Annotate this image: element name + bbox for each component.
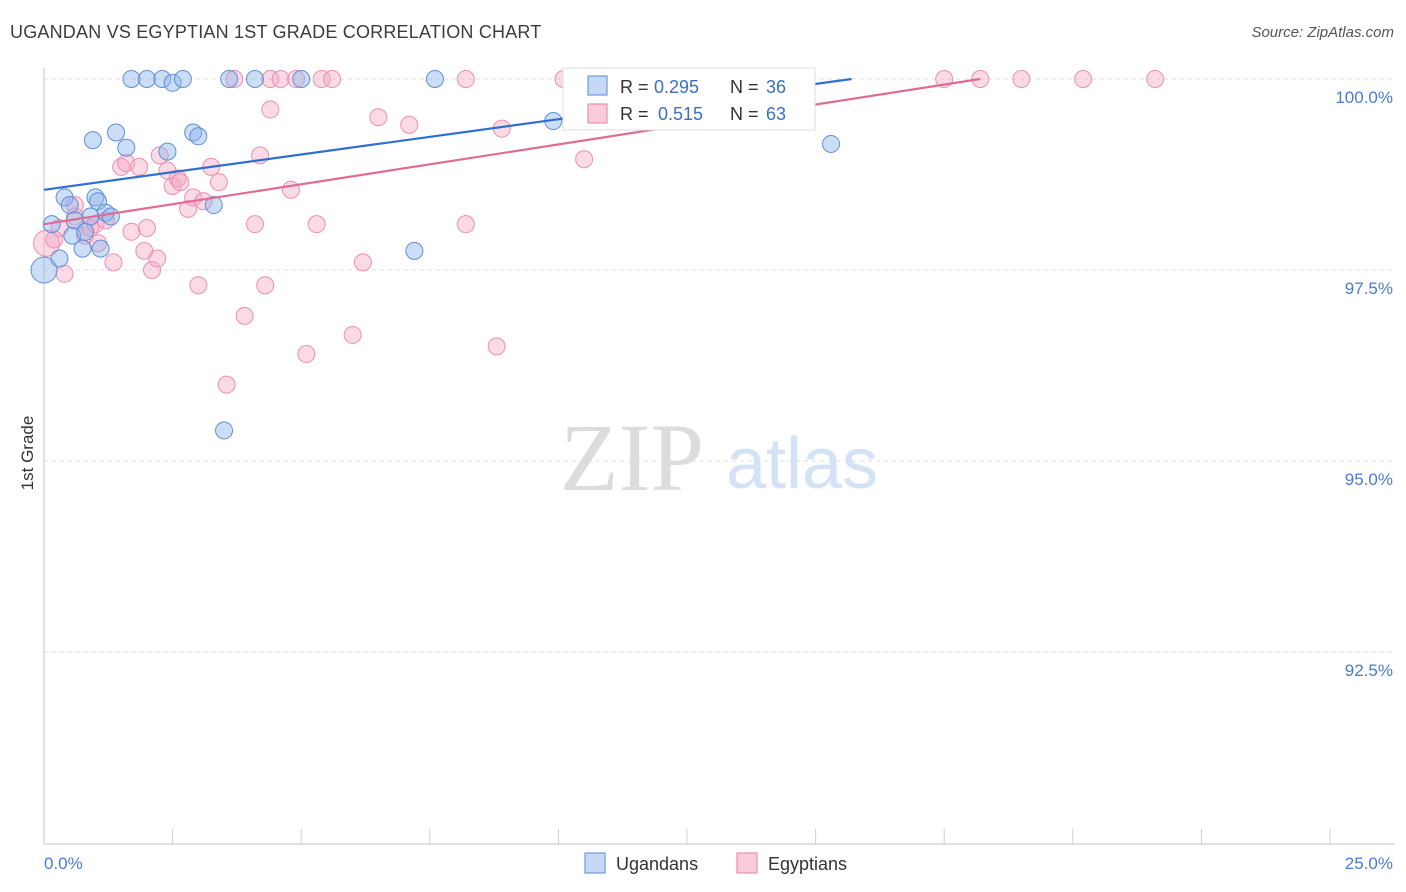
legend-ugandans-label: Ugandans: [616, 854, 698, 874]
egyptians-point: [400, 115, 419, 134]
egyptians-r-value: 0.515: [658, 104, 703, 124]
egyptians-point: [137, 218, 156, 237]
ugandans-point: [163, 73, 182, 92]
ugandans-point: [425, 70, 444, 88]
legend-egyptians-label: Egyptians: [768, 854, 847, 874]
axes: [43, 68, 1395, 845]
egyptians-point: [353, 253, 372, 272]
chart-title: UGANDAN VS EGYPTIAN 1ST GRADE CORRELATIO…: [10, 22, 542, 42]
egyptians-point: [343, 325, 362, 344]
egyptians-point: [55, 264, 74, 283]
source-label: Source: ZipAtlas.com: [1251, 24, 1394, 41]
egyptians-point: [1146, 70, 1165, 88]
ugandans-n-label: N =: [730, 77, 759, 97]
egyptians-point: [45, 230, 64, 249]
y-axis-label: 1st Grade: [18, 416, 37, 491]
ugandans-point: [117, 138, 136, 157]
egyptians-swatch: [587, 103, 608, 124]
ugandans-r-value: 0.295: [654, 77, 699, 97]
ugandans-r-label: R =: [620, 77, 649, 97]
ugandans-point: [60, 196, 79, 215]
egyptians-r-label: R =: [620, 104, 649, 124]
egyptians-n-label: N =: [730, 104, 759, 124]
ugandans-point: [158, 142, 177, 161]
ugandans-point: [83, 131, 102, 150]
egyptians-point: [104, 253, 123, 272]
egyptians-point: [456, 70, 475, 88]
ugandans-point: [76, 222, 95, 241]
ugandans-point: [73, 239, 92, 258]
y-tick-label: 100.0%: [1335, 88, 1393, 107]
ugandans-point: [245, 70, 264, 88]
ugandans-point: [50, 249, 69, 268]
ugandans-point: [220, 70, 239, 88]
ugandans-point: [101, 207, 120, 226]
egyptians-point: [261, 100, 280, 119]
egyptians-point: [369, 108, 388, 127]
egyptians-point: [235, 306, 254, 325]
egyptians-n-value: 63: [766, 104, 786, 124]
egyptians-point: [1012, 70, 1031, 88]
y-tick-label: 95.0%: [1345, 470, 1393, 489]
ugandans-n-value: 36: [766, 77, 786, 97]
egyptians-point: [179, 199, 198, 218]
ugandans-point: [122, 70, 141, 88]
egyptians-point: [217, 375, 236, 394]
egyptians-point: [225, 70, 244, 88]
ugandans-swatch: [587, 75, 608, 96]
egyptians-point: [148, 249, 167, 268]
ugandans-point: [189, 127, 208, 146]
egyptians-point: [256, 276, 275, 295]
ugandans-point: [30, 256, 58, 284]
ugandans-point: [107, 123, 126, 142]
watermark: ZIP atlas: [560, 404, 878, 511]
y-tick-label: 92.5%: [1345, 661, 1393, 680]
egyptians-point: [575, 150, 594, 169]
watermark-atlas: atlas: [726, 424, 878, 504]
egyptians-point: [130, 157, 149, 176]
ugandans-point: [822, 134, 841, 153]
egyptians-point: [65, 196, 84, 215]
egyptians-point: [487, 337, 506, 356]
stats-legend: R = 0.295 N = 36 R = 0.515 N = 63: [562, 67, 816, 131]
egyptians-point: [189, 276, 208, 295]
egyptians-points: [33, 70, 1165, 394]
ugandans-point: [137, 70, 156, 88]
egyptians-point: [171, 173, 190, 192]
ugandans-point: [204, 196, 223, 215]
egyptians-point: [209, 173, 228, 192]
legend-egyptians-swatch: [736, 852, 758, 874]
ugandans-point: [292, 70, 311, 88]
egyptians-point: [261, 70, 280, 88]
trend-lines: [43, 77, 981, 226]
ugandans-point: [153, 70, 172, 88]
ugandans-point: [42, 215, 61, 234]
egyptians-point: [307, 215, 326, 234]
watermark-zip: ZIP: [560, 404, 704, 511]
egyptians-point: [271, 70, 290, 88]
series-legend: Ugandans Egyptians: [584, 852, 847, 874]
egyptians-point: [281, 180, 300, 199]
egyptians-point: [312, 70, 331, 88]
y-tick-label: 97.5%: [1345, 279, 1393, 298]
egyptians-point: [456, 215, 475, 234]
legend-ugandans-swatch: [584, 852, 606, 874]
egyptians-trend-line: [43, 77, 981, 226]
egyptians-point: [122, 222, 141, 241]
egyptians-point: [245, 215, 264, 234]
ugandans-point: [173, 70, 192, 88]
gridlines: 100.0% 97.5% 95.0% 92.5%: [44, 78, 1395, 680]
egyptians-point: [1074, 70, 1093, 88]
ugandans-point: [91, 239, 110, 258]
x-tick-label-max: 25.0%: [1345, 854, 1393, 873]
egyptians-point: [143, 261, 162, 279]
x-tick-label-min: 0.0%: [44, 854, 83, 873]
ugandans-point: [215, 421, 234, 440]
ugandans-point: [405, 241, 424, 260]
egyptians-point: [287, 70, 306, 88]
egyptians-point: [323, 70, 342, 88]
egyptians-point: [297, 345, 316, 364]
